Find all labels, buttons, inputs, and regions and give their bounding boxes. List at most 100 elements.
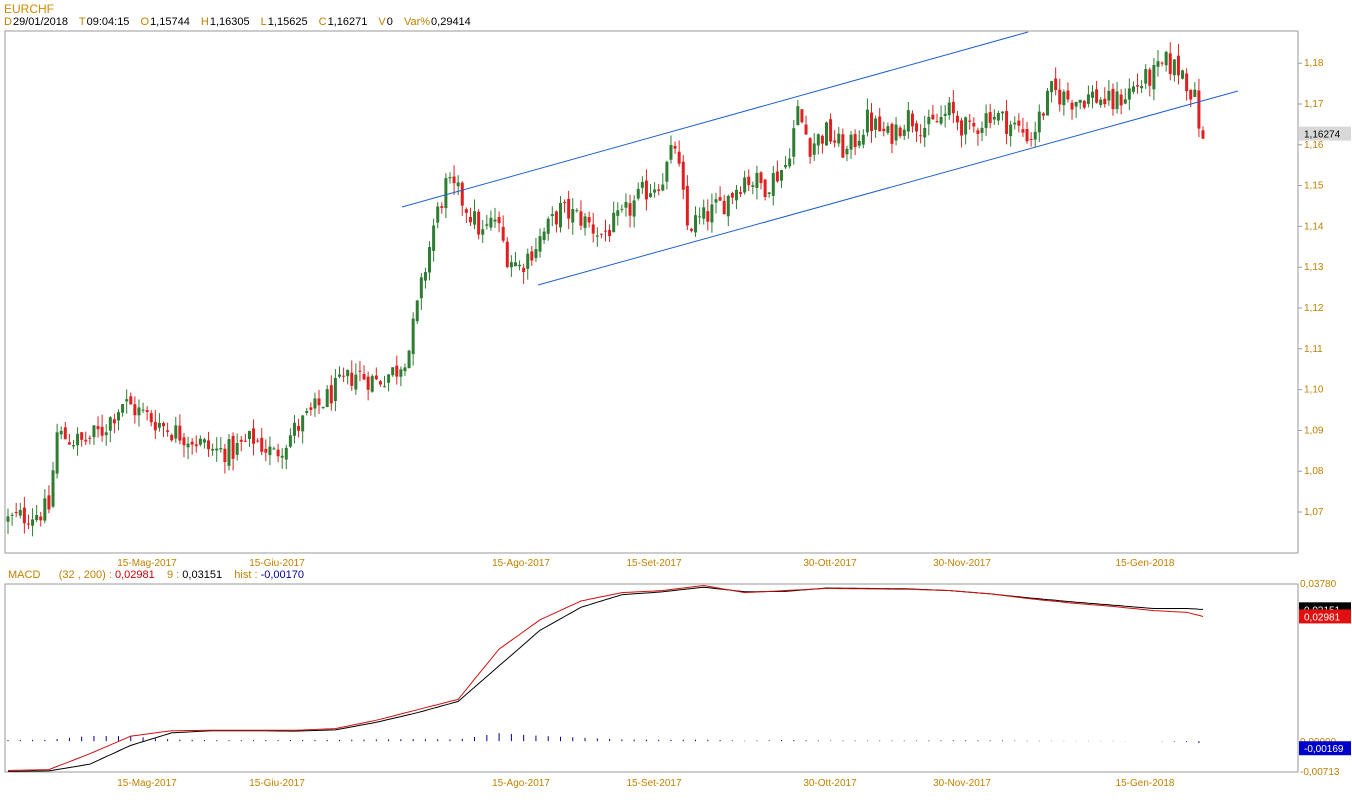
macd-params: (32 , 200) :	[58, 569, 112, 581]
price-tick-label: 1,08	[1304, 466, 1324, 477]
candle-body	[1025, 128, 1029, 142]
candle-body	[137, 407, 141, 416]
macd-line	[7, 584, 1204, 771]
candle-body	[976, 130, 980, 134]
candle-body	[178, 425, 182, 441]
candle-body	[18, 509, 22, 516]
candle-body	[853, 134, 857, 148]
candle-body	[63, 427, 67, 440]
candle-body	[1168, 53, 1172, 74]
date-tick-label: 30-Ott-2017	[803, 558, 857, 569]
candle-body	[10, 514, 14, 516]
macd-panel-frame	[4, 583, 1299, 773]
candle-body	[84, 439, 88, 442]
candle-body	[1058, 89, 1062, 105]
candle-body	[223, 448, 227, 462]
macd-value-badge-box	[1299, 609, 1351, 624]
candle-body	[92, 425, 96, 438]
candle-body	[1193, 89, 1197, 98]
candle-body	[59, 430, 63, 435]
hist-value-badge: -0,00169	[1304, 744, 1344, 755]
candle-body	[333, 377, 337, 402]
candle-body	[71, 445, 75, 447]
candle-body	[219, 447, 223, 450]
candle-body	[558, 202, 562, 228]
candle-body	[567, 198, 571, 219]
candle-body	[759, 172, 763, 184]
candle-body	[1189, 89, 1193, 100]
candle-body	[1078, 99, 1082, 103]
candle-body	[845, 148, 849, 155]
candle-body	[1082, 100, 1086, 108]
candle-body	[31, 519, 35, 526]
info-low-key: L	[260, 16, 267, 28]
macd-histogram	[7, 733, 1200, 744]
candle-body	[145, 410, 149, 413]
signal-line	[8, 586, 1204, 772]
macd-hist-label: hist :	[234, 569, 258, 581]
candle-body	[534, 249, 538, 259]
candle-body	[792, 128, 796, 157]
candle-body	[804, 124, 808, 135]
date-tick-label: 15-Giu-2017	[249, 558, 305, 569]
candle-body	[616, 210, 620, 216]
candle-body	[718, 197, 722, 201]
candle-body	[669, 144, 673, 160]
candle-body	[902, 129, 906, 136]
candle-body	[440, 206, 444, 208]
candle-body	[477, 211, 481, 235]
candle-body	[76, 433, 80, 446]
candle-body	[297, 425, 301, 431]
candle-body	[141, 409, 145, 411]
candle-body	[767, 192, 771, 194]
candle-body	[280, 455, 284, 458]
date-tick-label: 15-Ago-2017	[492, 558, 550, 569]
candle-body	[288, 435, 292, 447]
ohlc-info-bar: D29/01/2018 T09:04:15 O1,15744 H1,16305 …	[4, 16, 479, 28]
last-price-label: 1,16274	[1304, 130, 1341, 141]
candle-body	[1091, 91, 1095, 98]
candle-body	[243, 440, 247, 442]
candle-body	[170, 434, 174, 441]
candle-body	[878, 116, 882, 132]
candle-body	[108, 417, 112, 431]
candle-body	[988, 112, 992, 123]
candle-body	[734, 189, 738, 201]
candle-body	[387, 374, 391, 383]
info-time-key: T	[78, 16, 86, 28]
candle-body	[931, 114, 935, 120]
candle-body	[583, 216, 587, 228]
candle-body	[321, 407, 325, 409]
macd-date-tick-label: 15-Giu-2017	[249, 778, 305, 789]
candle-body	[722, 200, 726, 215]
candle-body	[1041, 113, 1045, 116]
candle-body	[370, 376, 374, 392]
candle-body	[861, 134, 865, 145]
candle-body	[39, 516, 43, 521]
candle-body	[1152, 65, 1156, 90]
candle-body	[996, 112, 1000, 121]
candle-body	[268, 446, 272, 456]
candle-body	[489, 217, 493, 228]
price-tick-label: 1,18	[1304, 58, 1324, 69]
candle-body	[1021, 129, 1025, 133]
candle-body	[55, 432, 59, 474]
candle-body	[955, 115, 959, 123]
candle-body	[1099, 99, 1103, 105]
macd-hist-value: -0,00170	[260, 569, 305, 581]
candle-body	[755, 172, 759, 188]
candle-body	[550, 214, 554, 217]
candle-body	[305, 410, 309, 414]
candle-body	[865, 109, 869, 133]
candle-body	[419, 277, 423, 299]
candle-body	[358, 370, 362, 372]
candle-body	[104, 432, 108, 436]
candle-body	[788, 158, 792, 167]
macd-lines	[7, 584, 1204, 772]
candle-body	[739, 192, 743, 194]
macd-value: 0,02981	[115, 569, 155, 581]
candle-body	[829, 119, 833, 142]
channel-lower-line	[537, 90, 1239, 286]
candle-body	[984, 113, 988, 129]
